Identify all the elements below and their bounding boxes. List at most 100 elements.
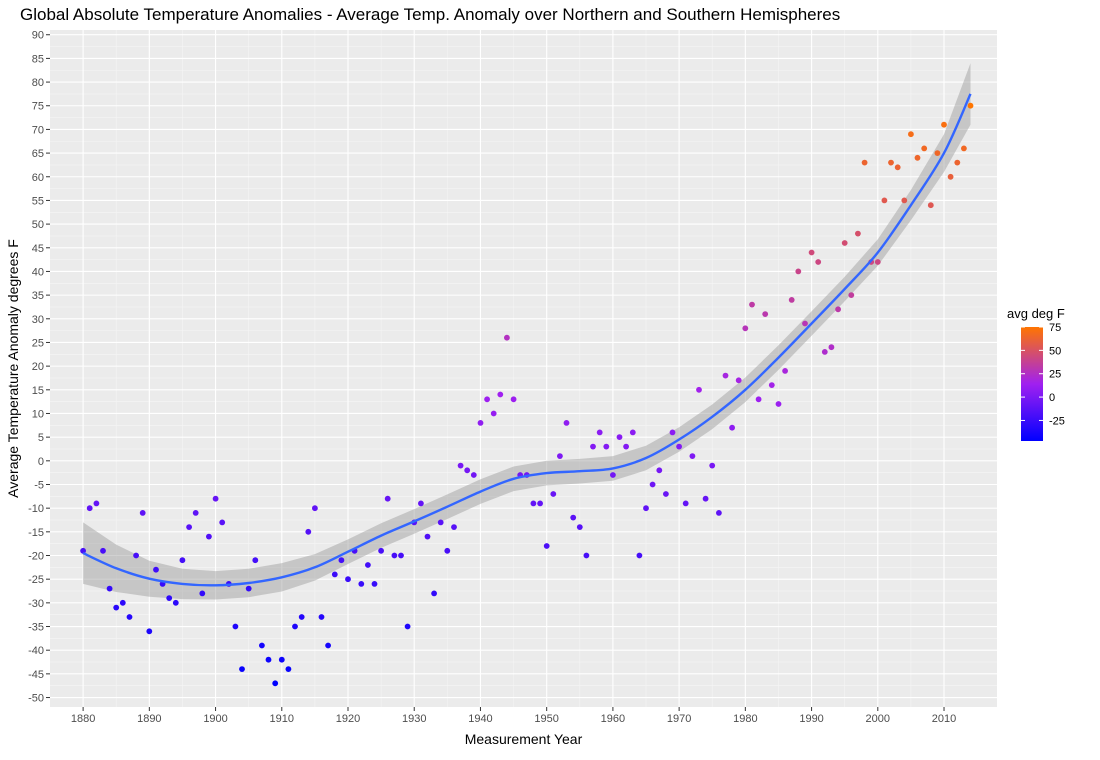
data-point bbox=[914, 154, 921, 161]
data-point bbox=[848, 292, 855, 298]
data-point bbox=[424, 533, 431, 540]
data-point bbox=[106, 585, 113, 592]
data-point bbox=[742, 325, 749, 332]
data-point bbox=[384, 495, 391, 502]
data-point bbox=[702, 495, 709, 502]
data-point bbox=[583, 552, 590, 559]
data-point bbox=[808, 249, 815, 256]
data-point bbox=[331, 571, 338, 578]
chart-title: Global Absolute Temperature Anomalies - … bbox=[20, 5, 840, 24]
data-point bbox=[292, 623, 298, 630]
data-point bbox=[762, 311, 769, 317]
data-point bbox=[179, 557, 186, 564]
data-point bbox=[437, 519, 444, 526]
data-points bbox=[80, 102, 974, 687]
data-point bbox=[894, 164, 901, 171]
data-point bbox=[623, 443, 629, 450]
data-point bbox=[941, 121, 947, 128]
data-point bbox=[133, 552, 140, 559]
data-point bbox=[113, 604, 120, 611]
data-point bbox=[629, 429, 636, 436]
legend-label: 50 bbox=[1049, 345, 1061, 357]
y-tick-label: 55 bbox=[32, 195, 44, 207]
data-point bbox=[365, 562, 371, 568]
data-point bbox=[490, 410, 497, 417]
x-tick-label: 1990 bbox=[799, 713, 823, 725]
data-point bbox=[636, 552, 643, 559]
data-point bbox=[643, 505, 649, 512]
x-tick-label: 1960 bbox=[601, 713, 625, 725]
y-tick-label: -40 bbox=[28, 645, 44, 657]
data-point bbox=[358, 581, 365, 587]
y-tick-label: -45 bbox=[28, 669, 44, 681]
data-point bbox=[219, 519, 226, 526]
y-tick-label: 50 bbox=[32, 219, 44, 231]
data-point bbox=[729, 424, 735, 431]
data-point bbox=[596, 429, 603, 436]
x-tick-label: 1920 bbox=[336, 713, 360, 725]
x-tick-label: 1950 bbox=[534, 713, 558, 725]
data-point bbox=[874, 259, 881, 265]
data-point bbox=[775, 401, 782, 407]
y-tick-label: -5 bbox=[34, 479, 44, 491]
data-point bbox=[172, 599, 179, 606]
x-tick-label: 1900 bbox=[203, 713, 227, 725]
data-point bbox=[199, 590, 206, 597]
data-point bbox=[603, 443, 610, 450]
data-point bbox=[656, 467, 663, 474]
data-point bbox=[418, 500, 424, 507]
legend-label: 25 bbox=[1049, 369, 1061, 381]
data-point bbox=[716, 510, 722, 516]
data-point bbox=[464, 467, 471, 474]
data-point bbox=[921, 145, 928, 152]
data-point bbox=[537, 500, 543, 507]
y-tick-label: -25 bbox=[28, 574, 44, 586]
data-point bbox=[166, 595, 173, 601]
data-point bbox=[881, 197, 888, 204]
data-point bbox=[477, 420, 484, 426]
data-point bbox=[669, 429, 676, 436]
data-point bbox=[278, 656, 285, 663]
data-point bbox=[139, 510, 146, 516]
data-point bbox=[126, 614, 133, 620]
data-point bbox=[484, 396, 490, 403]
data-point bbox=[954, 159, 961, 166]
legend-label: 75 bbox=[1049, 322, 1061, 334]
data-point bbox=[265, 656, 272, 663]
x-tick-label: 2000 bbox=[866, 713, 890, 725]
y-tick-label: 35 bbox=[32, 290, 44, 302]
legend-labels: 75 50 25 0 -25 bbox=[1021, 322, 1065, 427]
data-point bbox=[590, 443, 596, 450]
legend-colorbar bbox=[1021, 327, 1043, 441]
data-point bbox=[709, 462, 716, 469]
data-point bbox=[80, 547, 86, 554]
x-tick-label: 2010 bbox=[932, 713, 956, 725]
data-point bbox=[470, 472, 477, 478]
data-point bbox=[530, 500, 537, 507]
data-point bbox=[146, 628, 153, 635]
data-point bbox=[934, 150, 941, 157]
y-tick-label: 30 bbox=[32, 314, 44, 326]
data-point bbox=[947, 173, 954, 180]
legend: avg deg F 75 50 25 0 -25 bbox=[1007, 306, 1065, 441]
data-point bbox=[285, 666, 292, 672]
data-point bbox=[338, 557, 345, 564]
y-tick-label: 65 bbox=[32, 148, 44, 160]
data-point bbox=[735, 377, 742, 384]
data-point bbox=[93, 500, 100, 507]
data-point bbox=[828, 344, 835, 351]
data-point bbox=[252, 557, 259, 564]
legend-label: -25 bbox=[1049, 415, 1065, 427]
x-tick-label: 1930 bbox=[402, 713, 426, 725]
y-tick-label: 0 bbox=[38, 456, 44, 468]
data-point bbox=[153, 566, 159, 573]
data-point bbox=[961, 145, 967, 152]
data-point bbox=[100, 547, 106, 554]
data-point bbox=[451, 524, 457, 530]
data-point bbox=[318, 614, 325, 620]
data-point bbox=[927, 202, 934, 209]
data-point bbox=[908, 131, 914, 138]
x-tick-label: 1970 bbox=[667, 713, 691, 725]
data-point bbox=[749, 301, 755, 308]
